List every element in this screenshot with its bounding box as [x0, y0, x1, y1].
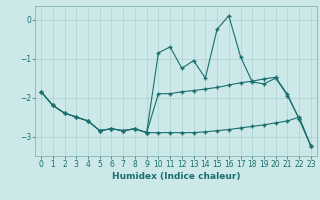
- X-axis label: Humidex (Indice chaleur): Humidex (Indice chaleur): [112, 172, 240, 181]
